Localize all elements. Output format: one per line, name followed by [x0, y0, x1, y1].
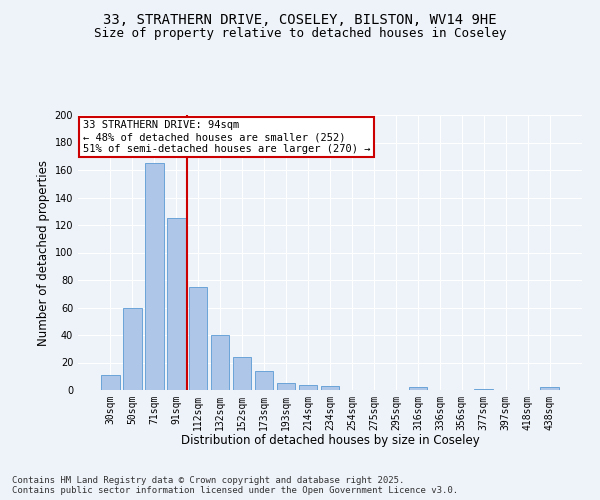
Bar [277, 383, 295, 390]
X-axis label: Distribution of detached houses by size in Coseley: Distribution of detached houses by size … [181, 434, 479, 448]
Bar [255, 371, 274, 390]
Bar [233, 357, 251, 390]
Text: Contains HM Land Registry data © Crown copyright and database right 2025.
Contai: Contains HM Land Registry data © Crown c… [12, 476, 458, 495]
Text: 33 STRATHERN DRIVE: 94sqm
← 48% of detached houses are smaller (252)
51% of semi: 33 STRATHERN DRIVE: 94sqm ← 48% of detac… [83, 120, 371, 154]
Bar [189, 287, 208, 390]
Bar [541, 387, 559, 390]
Bar [475, 388, 493, 390]
Y-axis label: Number of detached properties: Number of detached properties [37, 160, 50, 346]
Bar [145, 163, 164, 390]
Bar [320, 386, 340, 390]
Text: 33, STRATHERN DRIVE, COSELEY, BILSTON, WV14 9HE: 33, STRATHERN DRIVE, COSELEY, BILSTON, W… [103, 12, 497, 26]
Bar [409, 387, 427, 390]
Bar [299, 384, 317, 390]
Text: Size of property relative to detached houses in Coseley: Size of property relative to detached ho… [94, 28, 506, 40]
Bar [101, 375, 119, 390]
Bar [211, 335, 229, 390]
Bar [167, 218, 185, 390]
Bar [123, 308, 142, 390]
